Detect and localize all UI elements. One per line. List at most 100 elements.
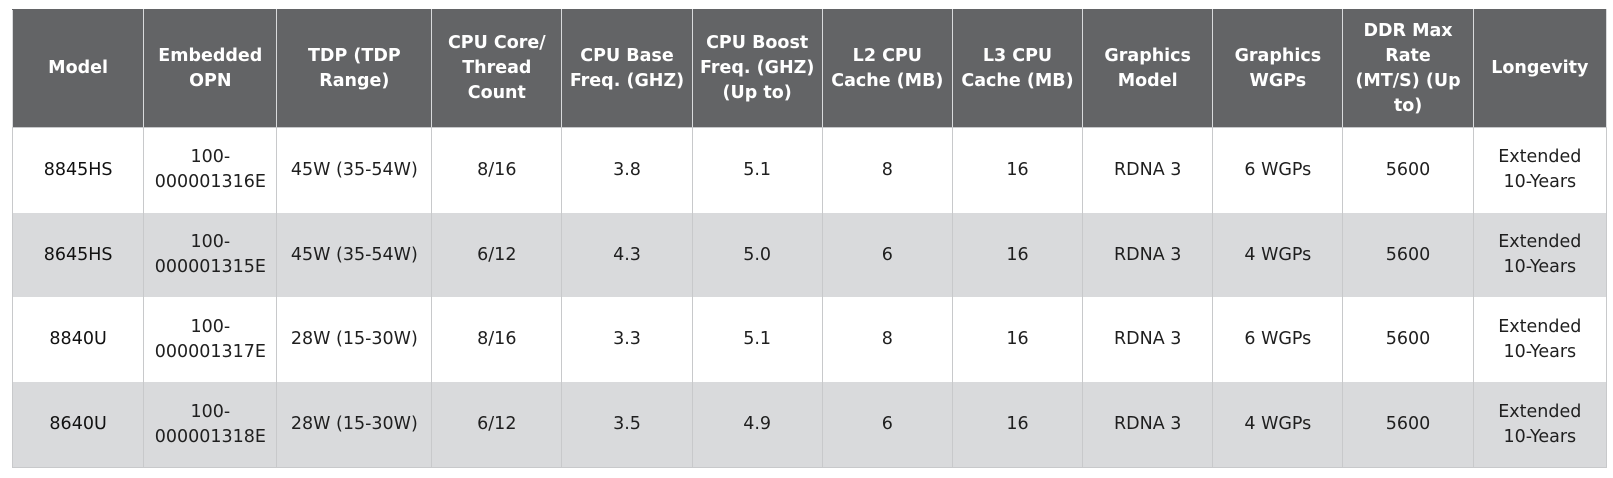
cell-text-line: 000001317E	[154, 341, 266, 362]
cell-text-line: RDNA 3	[1113, 414, 1182, 435]
cell-text-line: 000001318E	[154, 426, 266, 447]
cell-graphics-wgps: 6 WGPs	[1212, 297, 1344, 383]
cell-text-line: DDR Max	[1363, 20, 1453, 41]
cell-text-line: (MT/S) (Up	[1355, 70, 1461, 91]
cell-boost-freq: 5.1	[691, 297, 823, 383]
cell-text-line: 3.3	[613, 329, 641, 350]
cell-l2-cache: 8	[821, 297, 953, 383]
cell-embedded-opn: 100- 000001317E	[143, 297, 278, 383]
cell-text-line: (Up to)	[722, 83, 792, 103]
cell-text-line: CPU Boost	[706, 33, 809, 53]
cell-model: 8640U	[11, 382, 145, 469]
cell-embedded-opn: 100- 000001318E	[143, 382, 278, 469]
cell-text-line: 8	[881, 329, 893, 350]
cell-text-line: 4.3	[613, 244, 641, 265]
cell-text-line: RDNA 3	[1113, 244, 1182, 265]
cell-boost-freq: 4.9	[691, 382, 823, 469]
cell-text-line: to)	[1393, 95, 1423, 116]
cell-text-line: OPN	[189, 70, 232, 91]
cell-text-line: 5600	[1385, 159, 1431, 180]
cell-text-line: 8/16	[477, 329, 517, 350]
cell-text-line: 10-Years	[1503, 257, 1577, 278]
table-row: 8840U 100- 000001317E 28W (15-30W) 8/16 3.3 5.…	[11, 297, 1608, 383]
cell-text-line: 6	[881, 244, 893, 265]
cell-core-thread: 6/12	[431, 382, 563, 469]
cell-text-line: 45W (35-54W)	[290, 244, 418, 265]
cell-longevity: Extended 10-Years	[1472, 382, 1608, 469]
cell-text-line: 6/12	[477, 414, 517, 435]
cell-text-line: CPU Core/	[447, 33, 546, 53]
cell-text-line: 5.1	[743, 329, 772, 350]
cell-text-line: 5600	[1385, 414, 1431, 435]
cell-text-line: 10-Years	[1503, 172, 1577, 193]
cell-text-line: 5.1	[743, 159, 772, 180]
table-row: 8645HS 100- 000001315E 45W (35-54W) 6/12 4.3 5…	[11, 212, 1608, 298]
cell-text-line: Count	[467, 83, 526, 103]
cell-graphics-model: RDNA 3	[1082, 382, 1214, 469]
cell-text-line: 100-	[190, 401, 231, 422]
cell-text-line: Range)	[319, 70, 390, 91]
header-longevity: Longevity	[1472, 9, 1608, 128]
cell-text-line: Thread	[462, 58, 532, 78]
cell-embedded-opn: 100- 000001315E	[143, 212, 278, 298]
cell-text-line: 4 WGPs	[1244, 244, 1312, 265]
cell-text-line: 8645HS	[43, 244, 113, 265]
cell-model: 8645HS	[11, 212, 145, 298]
header-graphics-wgps: Graphics WGPs	[1212, 9, 1344, 128]
cell-text-line: 8845HS	[43, 159, 113, 180]
cell-text-line: Graphics	[1234, 45, 1322, 66]
header-l2-cache: L2 CPU Cache (MB)	[821, 9, 953, 128]
cell-graphics-model: RDNA 3	[1082, 212, 1214, 298]
spec-table-container: Model Embedded OPN TDP (TDP Range) CPU Core/T…	[11, 9, 1608, 469]
header-boost-freq: CPU Boost Freq. (GHZ) (Up to)	[691, 9, 823, 128]
cell-text-line: Model	[48, 58, 109, 78]
cell-text-line: 4.9	[743, 414, 772, 435]
cell-ddr-rate: 5600	[1342, 297, 1474, 383]
cell-text-line: 6 WGPs	[1244, 329, 1312, 350]
cell-text-line: 6	[881, 414, 893, 435]
cell-text-line: 000001316E	[154, 172, 266, 193]
cell-text-line: 3.5	[613, 414, 641, 435]
cell-core-thread: 8/16	[431, 127, 563, 213]
cell-tdp: 28W (15-30W)	[276, 297, 433, 383]
cell-text-line: 8840U	[49, 329, 107, 350]
table-header-row: Model Embedded OPN TDP (TDP Range) CPU Core/T…	[11, 9, 1608, 128]
cell-text-line: Extended	[1498, 232, 1582, 253]
cell-text-line: 16	[1006, 244, 1029, 265]
cell-core-thread: 6/12	[431, 212, 563, 298]
cell-text-line: 100-	[190, 232, 231, 253]
cell-l3-cache: 16	[951, 297, 1084, 383]
cell-graphics-wgps: 4 WGPs	[1212, 212, 1344, 298]
cell-text-line: Embedded	[158, 45, 263, 66]
header-core-thread-count: CPU Core/Thread Count	[431, 9, 563, 128]
cell-text-line: Freq. (GHZ)	[700, 58, 815, 78]
cell-text-line: L3 CPU	[982, 45, 1053, 66]
cell-graphics-model: RDNA 3	[1082, 127, 1214, 213]
cell-text-line: 16	[1006, 329, 1029, 350]
cell-text-line: 8/16	[477, 159, 517, 180]
cell-core-thread: 8/16	[431, 297, 563, 383]
cell-l2-cache: 8	[821, 127, 953, 213]
table-row: 8640U 100- 000001318E 28W (15-30W) 6/12 3.5 4.…	[11, 382, 1608, 469]
cell-tdp: 45W (35-54W)	[276, 127, 433, 213]
cell-text-line: 10-Years	[1503, 426, 1577, 447]
cell-embedded-opn: 100- 000001316E	[143, 127, 278, 213]
cell-text-line: Extended	[1498, 316, 1582, 337]
cell-text-line: 3.8	[613, 159, 641, 180]
cell-text-line: 16	[1006, 159, 1029, 180]
cell-boost-freq: 5.0	[691, 212, 823, 298]
cell-text-line: Extended	[1498, 147, 1582, 168]
cell-l3-cache: 16	[951, 382, 1084, 469]
header-model: Model	[11, 9, 145, 128]
cell-text-line: 5600	[1385, 329, 1431, 350]
cell-longevity: Extended 10-Years	[1472, 212, 1608, 298]
cell-base-freq: 3.8	[561, 127, 693, 213]
header-tdp-range: TDP (TDP Range)	[276, 9, 433, 128]
cell-longevity: Extended 10-Years	[1472, 297, 1608, 383]
cell-text-line: 10-Years	[1503, 341, 1577, 362]
cell-l3-cache: 16	[951, 212, 1084, 298]
cell-ddr-rate: 5600	[1342, 127, 1474, 213]
cell-l2-cache: 6	[821, 382, 953, 469]
cell-text-line: Cache (MB)	[831, 70, 944, 91]
header-base-freq: CPU Base Freq. (GHZ)	[561, 9, 693, 128]
